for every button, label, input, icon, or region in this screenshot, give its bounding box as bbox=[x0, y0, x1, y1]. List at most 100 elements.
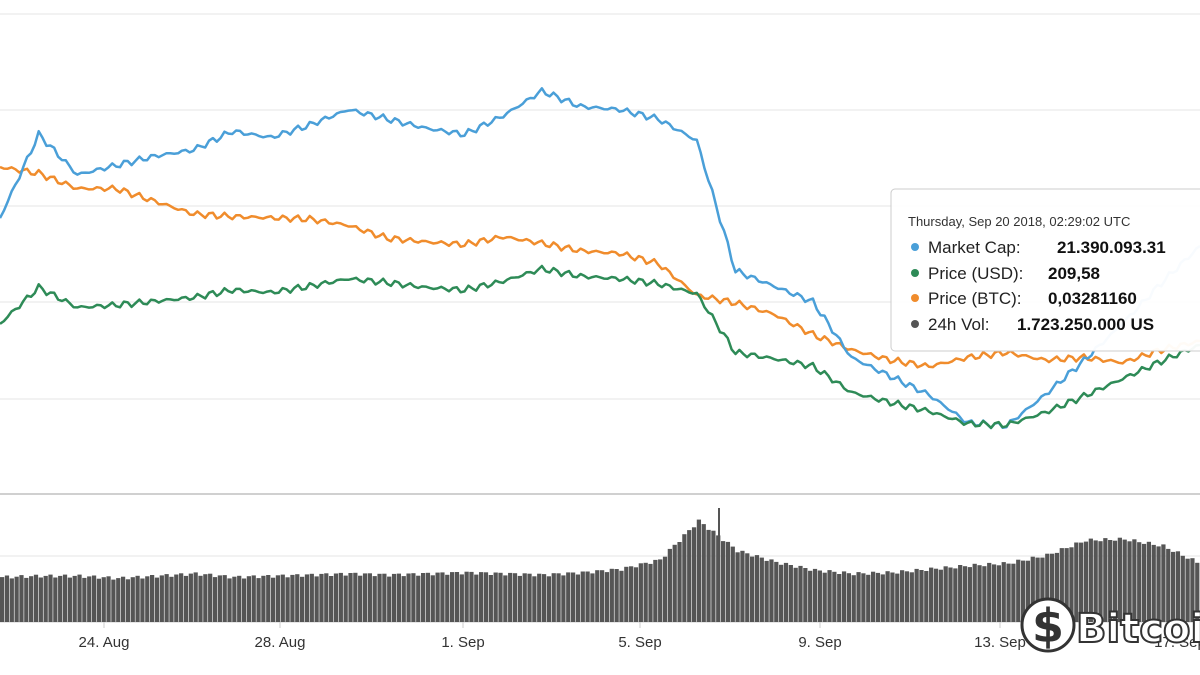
volume-bar bbox=[241, 578, 247, 622]
volume-bar bbox=[933, 568, 939, 622]
volume-bar bbox=[991, 564, 997, 622]
volume-bar bbox=[203, 574, 208, 622]
volume-bar bbox=[691, 527, 697, 622]
volume-bar bbox=[266, 575, 271, 622]
volume-bar bbox=[295, 574, 300, 622]
volume-bar bbox=[725, 541, 731, 622]
volume-bar bbox=[304, 574, 310, 622]
tooltip-value-market-cap: 21.390.093.31 bbox=[1057, 238, 1166, 257]
volume-bar bbox=[1088, 538, 1093, 622]
tooltip-marker-market-cap bbox=[911, 243, 919, 251]
volume-bar bbox=[1103, 538, 1108, 622]
volume-bar bbox=[382, 573, 387, 622]
volume-bar bbox=[522, 573, 527, 622]
volume-bar bbox=[740, 550, 745, 622]
volume-bar bbox=[774, 561, 779, 622]
volume-bar bbox=[67, 577, 72, 622]
volume-bar bbox=[643, 562, 648, 622]
volume-bar bbox=[1030, 556, 1035, 622]
volume-bar bbox=[633, 567, 639, 622]
volume-bar bbox=[759, 557, 764, 622]
volume-bar bbox=[958, 565, 963, 622]
volume-bar bbox=[150, 575, 155, 622]
volume-bar bbox=[188, 573, 193, 622]
volume-bar bbox=[343, 575, 348, 622]
volume-bar bbox=[227, 578, 232, 622]
volume-bar bbox=[609, 568, 614, 622]
volume-bar bbox=[604, 572, 610, 622]
volume-bar bbox=[1122, 539, 1127, 622]
volume-bar bbox=[1127, 541, 1132, 622]
volume-bar bbox=[19, 575, 24, 622]
volume-bar bbox=[1170, 551, 1176, 622]
volume-bar bbox=[58, 575, 63, 622]
volume-bar bbox=[9, 578, 14, 622]
volume-bar bbox=[285, 577, 290, 622]
volume-bar bbox=[101, 577, 106, 622]
volume-bar bbox=[1083, 541, 1089, 622]
volume-bar bbox=[82, 577, 87, 622]
volume-bar bbox=[159, 575, 164, 622]
volume-bar bbox=[174, 574, 179, 622]
volume-bar bbox=[488, 575, 493, 622]
volume-bar bbox=[450, 572, 455, 622]
volume-bar bbox=[401, 576, 406, 622]
volume-bar bbox=[483, 572, 489, 622]
volume-bar bbox=[948, 567, 953, 622]
volume-bar bbox=[875, 572, 881, 622]
volume-bar bbox=[29, 576, 34, 622]
volume-bar bbox=[309, 573, 314, 622]
volume-bar bbox=[590, 573, 595, 622]
volume-bar bbox=[885, 571, 890, 622]
volume-bar bbox=[362, 573, 368, 622]
volume-bar bbox=[314, 576, 319, 622]
volume-bar bbox=[91, 575, 97, 622]
volume-bar bbox=[430, 575, 435, 622]
volume-bar bbox=[367, 573, 372, 622]
volume-bar bbox=[793, 567, 798, 622]
volume-bar bbox=[1180, 555, 1185, 622]
x-tick-label-5: 13. Sep bbox=[974, 634, 1026, 651]
bitcoinsi-logo: $ BitcoinSi bbox=[1020, 597, 1200, 653]
volume-bar bbox=[638, 563, 643, 622]
volume-bar bbox=[24, 577, 29, 622]
volume-bar bbox=[856, 572, 861, 622]
volume-bar bbox=[527, 573, 532, 622]
volume-bar bbox=[735, 552, 740, 622]
volume-bar bbox=[1074, 542, 1079, 622]
volume-bar bbox=[164, 574, 169, 622]
volume-bar bbox=[198, 575, 203, 622]
volume-bar bbox=[687, 530, 692, 622]
volume-bar bbox=[493, 572, 498, 622]
volume-bar bbox=[532, 576, 537, 622]
volume-bar bbox=[125, 579, 131, 622]
volume-bar bbox=[96, 578, 102, 622]
volume-bar bbox=[280, 574, 285, 622]
volume-bar bbox=[270, 577, 276, 622]
volume-bar bbox=[416, 575, 421, 622]
volume-bar bbox=[1069, 547, 1074, 622]
volume-bar bbox=[837, 574, 842, 622]
volume-bar bbox=[701, 524, 706, 622]
volume-bar bbox=[600, 570, 605, 622]
volume-bar bbox=[387, 576, 392, 622]
volume-bar bbox=[4, 575, 10, 622]
volume-bar bbox=[909, 572, 914, 622]
series-line-price-usd bbox=[0, 264, 1200, 430]
tooltip-label-market-cap: Market Cap: bbox=[928, 238, 1021, 257]
volume-bar bbox=[396, 573, 402, 622]
volume-bar bbox=[1020, 560, 1026, 622]
volume-bar bbox=[372, 576, 377, 622]
volume-bar bbox=[1190, 558, 1195, 622]
volume-bar bbox=[1006, 563, 1011, 622]
volume-bar bbox=[822, 572, 827, 622]
volume-bar bbox=[1093, 540, 1098, 622]
x-tick-label-3: 5. Sep bbox=[618, 634, 661, 651]
volume-bar bbox=[575, 574, 581, 622]
volume-bar bbox=[977, 565, 982, 622]
tooltip: Thursday, Sep 20 2018, 02:29:02 UTC Mark… bbox=[890, 188, 1200, 352]
volume-bar bbox=[469, 571, 474, 622]
tooltip-marker-price-btc bbox=[911, 294, 919, 302]
volume-bar bbox=[890, 572, 895, 622]
